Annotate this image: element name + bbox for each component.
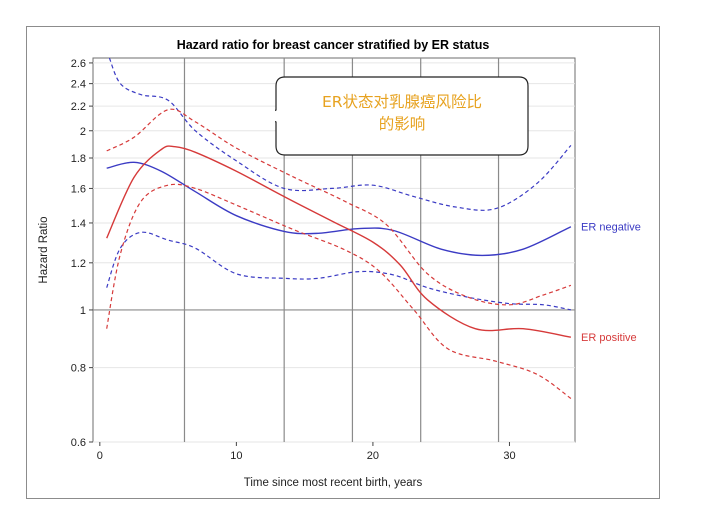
series-label-layer: ER negative ER positive [581, 222, 641, 345]
x-tick-label: 20 [367, 450, 379, 462]
callout-text: ER状态对乳腺癌风险比 的影响 [275, 91, 529, 135]
y-tick-label: 2.4 [71, 79, 86, 91]
series-layer [106, 58, 572, 399]
y-tick-label: 1.4 [71, 218, 86, 230]
y-tick-label: 0.8 [71, 363, 86, 375]
series-line-er-negative-lower [106, 231, 572, 311]
annotation-callout: ER状态对乳腺癌风险比 的影响 [275, 76, 529, 156]
y-tick-label: 2.2 [71, 101, 86, 113]
series-label-er-negative: ER negative [581, 222, 641, 234]
x-tick-label: 10 [230, 450, 242, 462]
callout-bubble [275, 76, 529, 156]
y-axis-label: Hazard Ratio [38, 216, 50, 283]
y-tick-label: 2.6 [71, 58, 86, 70]
y-tick-label: 1 [80, 305, 86, 317]
series-line-er-positive-estimate [106, 145, 572, 338]
series-label-er-positive: ER positive [581, 332, 637, 344]
y-tick-label: 1.2 [71, 258, 86, 270]
x-tick-label: 30 [503, 450, 515, 462]
callout-line-2: 的影响 [378, 115, 426, 133]
y-tick-label: 0.6 [71, 437, 86, 449]
x-axis-label: Time since most recent birth, years [244, 477, 423, 489]
y-tick-label: 1.6 [71, 183, 86, 195]
series-line-er-positive-upper [106, 108, 572, 306]
tick-layer: 0.6 0.8 1 1.2 1.4 1.6 1.8 2 2.2 2.4 2.6 0 10 20 30 [71, 58, 516, 462]
y-tick-label: 2 [80, 126, 86, 138]
series-line-er-positive-lower [106, 183, 572, 399]
series-line-er-negative-estimate [106, 161, 572, 257]
x-tick-label: 0 [97, 450, 103, 462]
callout-line-1: ER状态对乳腺癌风险比 [321, 93, 483, 111]
chart-title: Hazard ratio for breast cancer stratifie… [177, 38, 490, 52]
y-tick-label: 1.8 [71, 153, 86, 165]
